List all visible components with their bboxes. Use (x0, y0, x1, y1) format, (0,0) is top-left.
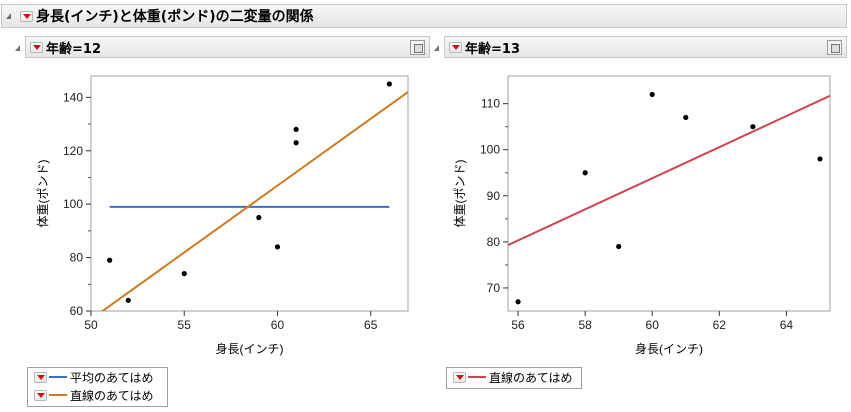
data-point (274, 244, 281, 250)
x-tick-label: 65 (364, 318, 378, 332)
legend-red-triangle-menu[interactable] (453, 371, 466, 383)
panel-title: 年齢=12 (46, 41, 101, 57)
y-tick-label: 110 (481, 97, 500, 111)
panel-title: 年齢=13 (465, 41, 520, 57)
y-tick-label: 100 (480, 143, 500, 157)
data-point (256, 214, 262, 221)
y-axis-label: 体重(ポンド) (36, 160, 50, 228)
pin-icon[interactable] (827, 40, 842, 55)
y-tick-label: 120 (63, 144, 83, 158)
legend-label: 直線のあてはめ (489, 370, 573, 385)
fit-line (100, 91, 408, 311)
plot-frame (90, 75, 409, 312)
y-axis-label: 体重(ポンド) (453, 160, 467, 228)
x-tick-label: 55 (178, 318, 192, 332)
scatter-plot-age13[interactable]: 56 58 60 62 64 70 80 90 100 110 身長(インチ) 体重(ポンド) (444, 70, 850, 362)
panel-header-age13: 年齢=13 (434, 36, 847, 58)
x-axis-label: 身長(インチ) (216, 341, 284, 356)
data-point (750, 124, 756, 130)
legend-item-mean-fit: 平均のあてはめ (28, 368, 167, 386)
y-tick-label: 80 (70, 251, 84, 265)
report-title: 身長(インチ)と体重(ポンド)の二変量の関係 (36, 9, 314, 25)
data-point (649, 91, 655, 98)
data-point (181, 271, 187, 277)
legend-item-linear-fit: 直線のあてはめ (447, 368, 581, 386)
pin-icon[interactable] (410, 40, 425, 55)
disclosure-icon[interactable] (15, 45, 20, 51)
legend-label: 平均のあてはめ (70, 370, 154, 385)
legend-item-linear-fit: 直線のあてはめ (28, 386, 167, 404)
legend-red-triangle-menu[interactable] (34, 371, 47, 383)
y-tick-label: 60 (70, 304, 84, 318)
legend-line-icon (468, 376, 486, 378)
x-tick-label: 60 (646, 318, 660, 332)
legend-label: 直線のあてはめ (70, 388, 154, 403)
y-tick-label: 100 (63, 197, 83, 211)
y-tick-label: 140 (63, 90, 83, 104)
y-tick-label: 80 (487, 235, 501, 249)
data-point (293, 140, 299, 146)
data-point (817, 156, 823, 162)
data-point (125, 297, 131, 303)
panel-header-age12: 年齢=12 (15, 36, 430, 58)
legend-line-icon (49, 376, 67, 378)
disclosure-icon[interactable] (6, 13, 11, 19)
x-tick-label: 56 (511, 318, 525, 332)
report-header: 身長(インチ)と体重(ポンド)の二変量の関係 (1, 4, 847, 28)
report-red-triangle-menu[interactable] (20, 10, 33, 22)
legend-age12: 平均のあてはめ 直線のあてはめ (27, 367, 168, 407)
x-tick-label: 60 (271, 318, 285, 332)
y-tick-label: 70 (487, 281, 501, 295)
x-tick-label: 62 (713, 318, 727, 332)
disclosure-icon[interactable] (434, 45, 439, 51)
legend-line-icon (49, 394, 67, 396)
legend-age13: 直線のあてはめ (446, 367, 582, 389)
data-point (616, 243, 622, 250)
data-point (293, 126, 299, 133)
x-tick-label: 64 (780, 318, 794, 332)
data-point (515, 299, 521, 305)
x-tick-label: 58 (578, 318, 592, 332)
x-axis-label: 身長(インチ) (635, 341, 703, 356)
panel-red-triangle-menu[interactable] (449, 41, 462, 53)
data-point (107, 257, 113, 263)
panel-red-triangle-menu[interactable] (30, 41, 43, 53)
data-point (582, 170, 588, 176)
fit-line (508, 94, 830, 247)
x-tick-label: 50 (84, 318, 98, 332)
y-tick-label: 90 (487, 189, 501, 203)
scatter-plot-age12[interactable]: 50 55 60 65 60 80 100 120 140 身長(インチ) 体重(ポンド) (25, 70, 425, 362)
legend-red-triangle-menu[interactable] (34, 389, 47, 401)
data-point (683, 114, 689, 121)
plot-frame (507, 75, 831, 312)
data-point (386, 81, 392, 87)
